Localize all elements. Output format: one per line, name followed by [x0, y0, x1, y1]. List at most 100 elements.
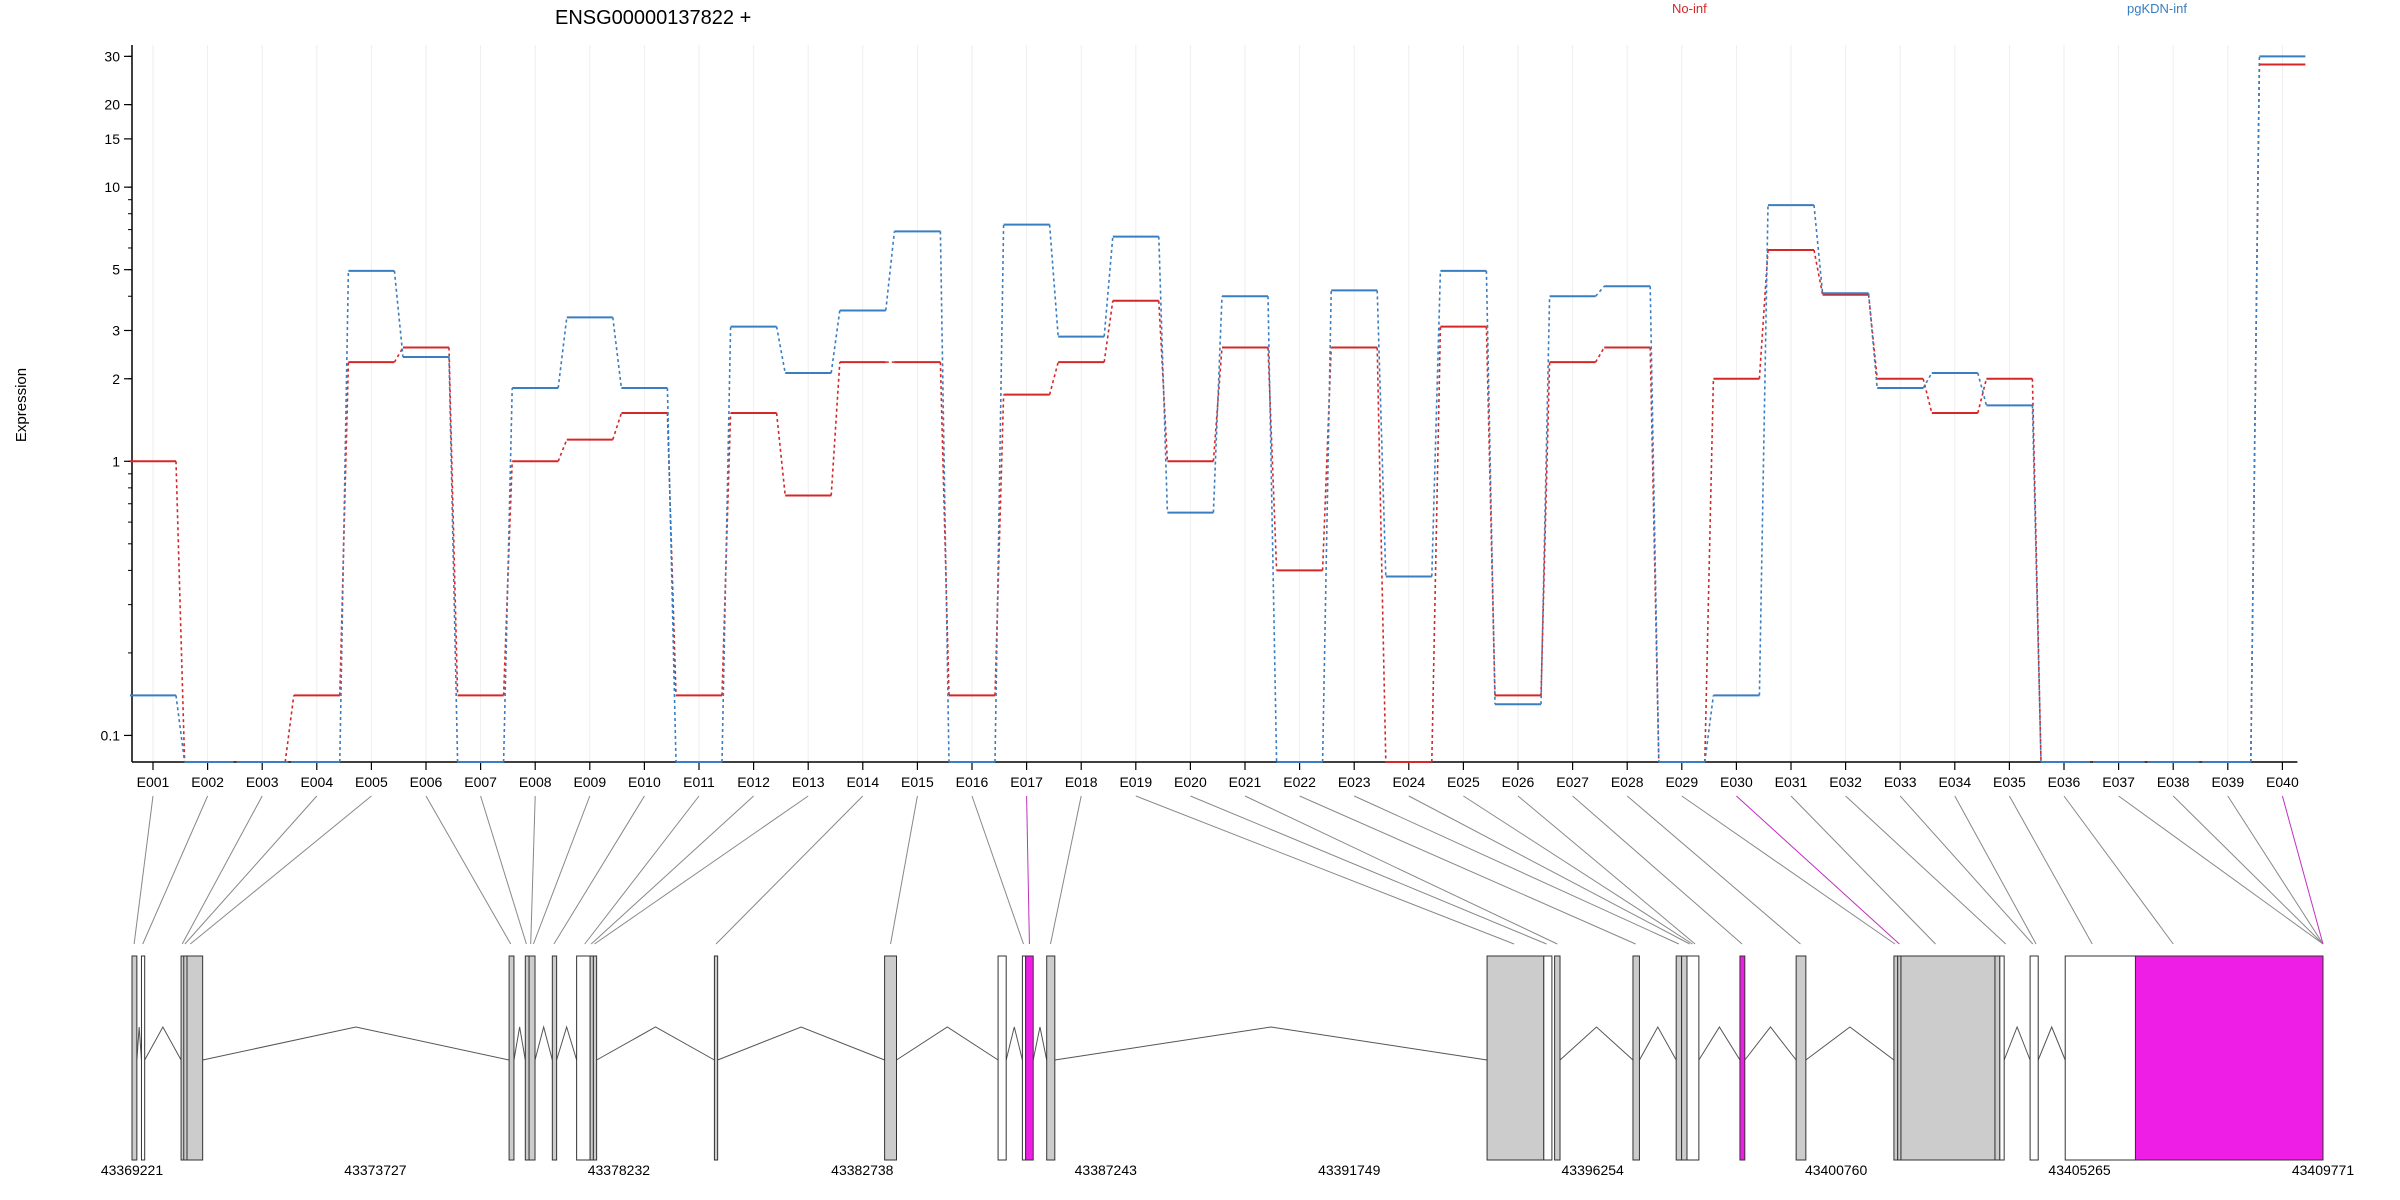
exon-connector — [184, 795, 318, 945]
x-tick-label: E015 — [901, 774, 934, 790]
x-tick-label: E001 — [137, 774, 170, 790]
x-tick-label: E031 — [1775, 774, 1808, 790]
series-connector — [1594, 347, 1605, 363]
intron — [556, 1025, 578, 1061]
series-connector — [1594, 285, 1605, 297]
series-connector — [1922, 372, 1933, 389]
exon-block — [1999, 955, 2005, 1161]
series-connector — [1649, 347, 1660, 763]
exon-block — [1795, 955, 1807, 1161]
exon-block — [1046, 955, 1056, 1161]
series-connector — [1922, 378, 1933, 414]
series-connector — [1540, 296, 1551, 705]
y-tick-label: 5 — [112, 262, 120, 278]
series-connector — [1813, 205, 1824, 294]
genome-tick-label: 43369221 — [101, 1162, 164, 1178]
series-connector — [175, 461, 186, 763]
genome-tick-label: 43391749 — [1318, 1162, 1381, 1178]
exon-block — [997, 955, 1007, 1161]
exon-block — [186, 955, 204, 1161]
series-connector — [612, 412, 623, 440]
exon-connector — [1408, 795, 1690, 945]
exon-block — [2064, 955, 2136, 1161]
exon-connector — [133, 795, 154, 945]
series-connector — [1212, 347, 1223, 462]
exon-connector — [189, 795, 372, 945]
exon-block — [1686, 955, 1700, 1161]
y-tick-label: 20 — [104, 97, 120, 113]
x-tick-label: E026 — [1502, 774, 1535, 790]
intron — [1698, 1026, 1741, 1061]
intron — [136, 1026, 142, 1061]
series-connector — [1103, 236, 1114, 337]
exon-connector — [1050, 795, 1082, 945]
series-connector — [557, 317, 568, 389]
exon-block — [131, 955, 138, 1161]
intron — [896, 1026, 999, 1061]
exon-connector — [1790, 795, 1936, 945]
series-connector — [557, 439, 568, 462]
series-connector — [1704, 695, 1715, 763]
exon-block — [1739, 955, 1746, 1161]
exon-block — [1632, 955, 1640, 1161]
exon-connector — [590, 795, 754, 945]
exon-block — [140, 955, 146, 1161]
exon-block — [528, 955, 536, 1161]
exon-block — [2029, 955, 2039, 1161]
exon-connector — [1626, 795, 1801, 945]
exon-block — [1543, 955, 1553, 1161]
y-tick-label: 15 — [104, 131, 120, 147]
y-tick-label: 2 — [112, 371, 120, 387]
series-connector — [448, 357, 459, 763]
x-tick-label: E009 — [573, 774, 606, 790]
series-connector — [666, 388, 677, 763]
exon-block — [592, 955, 598, 1161]
series-connector — [2031, 378, 2042, 763]
exon-connector — [1190, 795, 1547, 945]
intron — [596, 1026, 715, 1061]
series-connector — [1540, 362, 1551, 696]
exon-connector — [2008, 795, 2093, 945]
intron — [202, 1026, 510, 1061]
exon-block — [2134, 955, 2324, 1161]
y-tick-label: 10 — [104, 179, 120, 195]
x-tick-label: E029 — [1665, 774, 1698, 790]
intron — [1032, 1026, 1048, 1061]
exon-block — [508, 955, 515, 1161]
exon-block — [1681, 955, 1688, 1161]
series-connector — [1431, 270, 1442, 577]
exon-connector — [1845, 795, 2007, 945]
genome-tick-label: 43387243 — [1075, 1162, 1138, 1178]
exon-connector — [2281, 795, 2324, 945]
exon-connector — [1736, 795, 1900, 945]
exon-connector — [584, 795, 700, 945]
intron — [1639, 1025, 1677, 1061]
exon-block — [1900, 955, 1996, 1161]
gene-model: 43369221 43373727 43378232 43382738 43387243… — [101, 955, 2354, 1178]
series-connector — [448, 347, 459, 696]
x-tick-label: E037 — [2102, 774, 2135, 790]
exon-block — [1025, 955, 1034, 1161]
exon-block — [1554, 955, 1561, 1161]
x-tick-label: E018 — [1065, 774, 1098, 790]
exon-connector — [971, 795, 1024, 945]
x-tick-label: E023 — [1338, 774, 1371, 790]
exon-connector — [553, 795, 645, 945]
y-tick-label: 0.1 — [101, 727, 121, 743]
exon-block — [551, 955, 558, 1161]
series-connector — [939, 231, 950, 763]
series-connector — [1158, 236, 1169, 513]
series-connector — [1321, 347, 1332, 571]
series-connector — [2250, 56, 2261, 763]
exon-connector — [1135, 795, 1515, 945]
exon-connector — [532, 795, 591, 945]
intron — [717, 1026, 885, 1061]
exon-connectors — [133, 795, 2324, 945]
y-tick-label: 1 — [112, 453, 120, 469]
intron — [144, 1025, 182, 1061]
series-connector — [1485, 270, 1496, 705]
series-connector — [1649, 286, 1660, 763]
x-tick-label: E003 — [246, 774, 279, 790]
exon-block — [713, 955, 719, 1161]
intron — [2037, 1025, 2066, 1061]
